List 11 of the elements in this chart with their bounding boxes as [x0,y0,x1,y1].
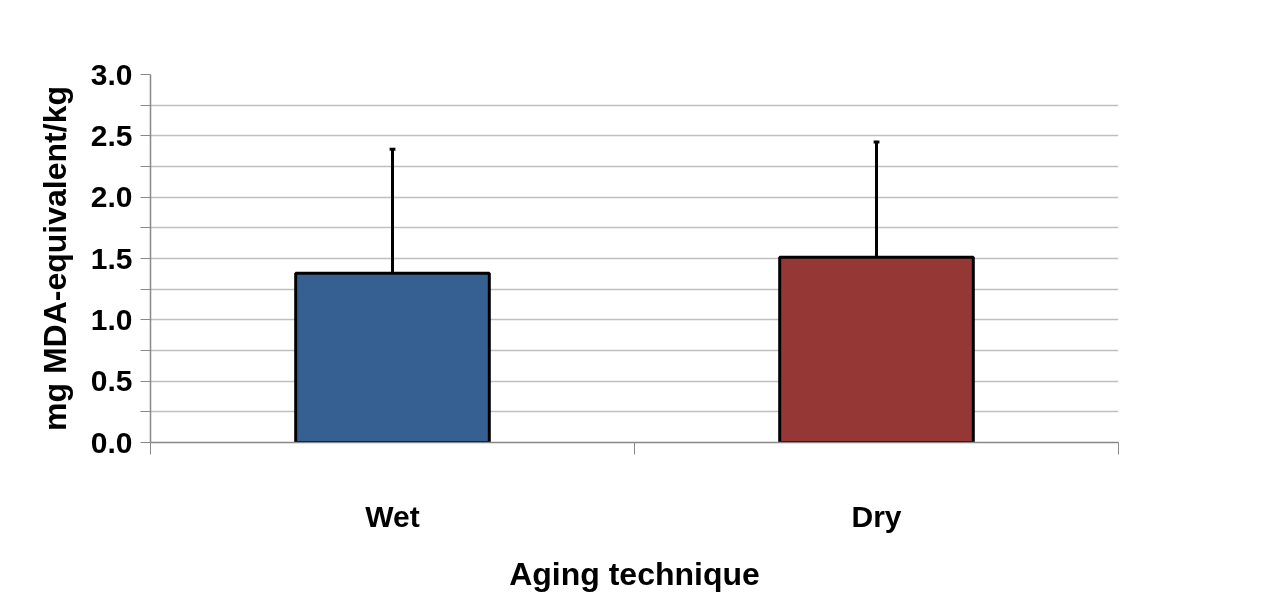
y-tick-label: 1.0 [90,302,133,336]
x-tick-label: Wet [365,499,420,533]
y-tick-label: 2.0 [90,180,133,214]
y-axis-title: mg MDA-equivalent/kg [36,86,73,431]
y-tick-label: 1.5 [90,241,133,275]
x-axis-title: Aging technique [509,555,760,592]
y-tick-label: 0.5 [90,364,133,398]
y-tick-label: 0.0 [90,425,133,459]
y-tick-label: 2.5 [90,118,133,152]
y-tick-label: 3.0 [90,57,133,91]
x-tick-label: Dry [851,499,902,533]
